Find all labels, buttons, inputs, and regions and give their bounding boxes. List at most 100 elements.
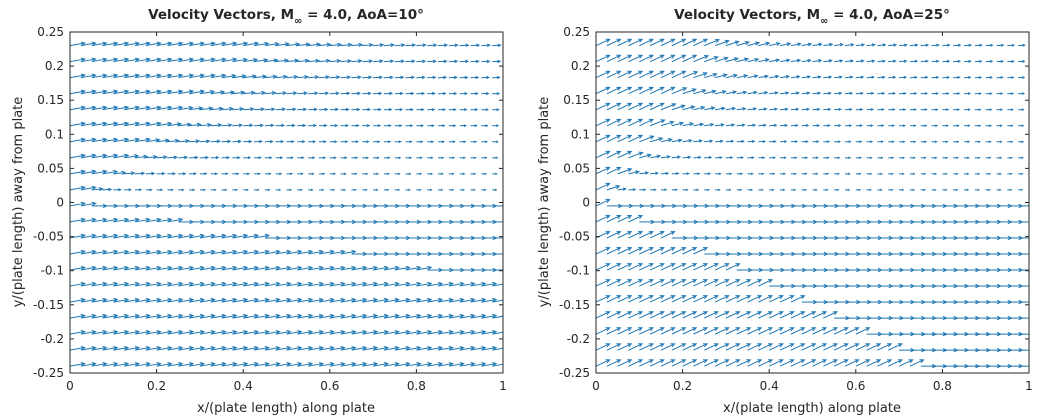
velocity-arrow	[416, 265, 433, 271]
velocity-arrow	[124, 171, 136, 176]
velocity-arrow	[80, 329, 97, 335]
velocity-arrow	[606, 184, 621, 191]
velocity-arrow	[617, 102, 633, 111]
velocity-arrow	[974, 76, 983, 79]
velocity-arrow	[448, 75, 458, 80]
velocity-arrow	[264, 90, 277, 96]
velocity-arrow	[178, 265, 195, 271]
velocity-arrow	[351, 313, 368, 319]
velocity-arrow	[91, 169, 108, 175]
velocity-arrow	[145, 41, 162, 47]
velocity-arrow	[91, 89, 108, 95]
velocity-arrow	[232, 123, 244, 128]
velocity-arrow	[91, 73, 108, 79]
velocity-arrow	[974, 43, 983, 47]
velocity-arrow	[931, 92, 939, 95]
velocity-arrow	[308, 281, 325, 287]
velocity-arrow	[70, 249, 86, 255]
velocity-arrow	[448, 59, 459, 64]
velocity-arrow	[920, 156, 927, 159]
velocity-arrow	[758, 295, 774, 303]
velocity-arrow	[758, 58, 770, 63]
velocity-arrow	[124, 137, 141, 143]
velocity-arrow	[340, 313, 357, 319]
velocity-arrow	[704, 89, 717, 95]
velocity-arrow	[275, 172, 283, 176]
velocity-arrow	[1018, 43, 1026, 47]
velocity-arrow	[909, 75, 918, 79]
velocity-arrow	[931, 75, 940, 79]
velocity-arrow	[769, 172, 776, 176]
velocity-arrow	[628, 188, 637, 192]
velocity-arrow	[660, 137, 673, 143]
velocity-arrow	[639, 295, 654, 303]
velocity-arrow	[210, 155, 220, 160]
velocity-arrow	[1029, 316, 1044, 319]
velocity-arrow	[318, 265, 335, 271]
velocity-arrow	[779, 107, 789, 111]
velocity-arrow	[617, 150, 633, 159]
velocity-arrow	[318, 313, 335, 319]
velocity-arrow	[416, 156, 423, 160]
velocity-arrow	[736, 90, 748, 95]
velocity-arrow	[351, 188, 357, 191]
velocity-arrow	[416, 345, 433, 351]
velocity-arrow	[502, 365, 503, 367]
velocity-arrow	[275, 249, 292, 255]
velocity-arrow	[232, 313, 249, 319]
velocity-arrow	[91, 313, 108, 319]
velocity-arrow	[953, 188, 959, 191]
velocity-arrow	[812, 156, 819, 159]
velocity-arrow	[671, 263, 687, 271]
velocity-arrow	[416, 297, 433, 303]
velocity-arrow	[134, 154, 149, 159]
y-tick-label: 0.2	[571, 59, 590, 73]
velocity-arrow	[438, 140, 445, 144]
velocity-arrow	[725, 156, 734, 160]
velocity-arrow	[459, 92, 469, 96]
velocity-arrow	[736, 74, 749, 79]
velocity-arrow	[113, 121, 130, 127]
velocity-arrow	[671, 54, 687, 63]
velocity-arrow	[362, 329, 379, 335]
velocity-arrow	[628, 134, 644, 143]
velocity-arrow	[70, 105, 86, 111]
velocity-arrow	[178, 329, 195, 335]
velocity-arrow	[920, 188, 926, 191]
velocity-arrow	[134, 313, 151, 319]
velocity-arrow	[318, 281, 335, 287]
left-x-axis-label: x/(plate length) along plate	[197, 401, 375, 416]
velocity-arrow	[351, 107, 361, 112]
velocity-arrow	[470, 108, 479, 112]
velocity-arrow	[102, 89, 119, 95]
velocity-arrow	[329, 281, 346, 287]
velocity-arrow	[318, 58, 331, 64]
velocity-arrow	[70, 265, 86, 271]
velocity-arrow	[394, 91, 404, 96]
velocity-arrow	[931, 140, 938, 143]
velocity-arrow	[974, 59, 983, 63]
velocity-arrow	[974, 156, 981, 159]
velocity-arrow	[189, 139, 201, 144]
velocity-arrow	[124, 89, 141, 95]
velocity-arrow	[405, 91, 415, 96]
velocity-arrow	[503, 220, 518, 223]
velocity-arrow	[286, 249, 303, 255]
velocity-arrow	[351, 140, 360, 144]
velocity-arrow	[725, 73, 738, 79]
velocity-arrow	[264, 329, 281, 335]
velocity-arrow	[394, 140, 402, 144]
velocity-arrow	[264, 265, 281, 271]
velocity-arrow	[649, 311, 665, 319]
velocity-arrow	[639, 247, 654, 255]
velocity-arrow	[329, 172, 337, 176]
velocity-arrow	[628, 38, 644, 47]
velocity-arrow	[351, 42, 364, 48]
velocity-arrow	[660, 70, 676, 79]
velocity-arrow	[253, 329, 270, 335]
velocity-arrow	[459, 43, 470, 48]
velocity-arrow	[373, 362, 390, 367]
velocity-arrow	[297, 107, 308, 112]
velocity-arrow	[1007, 140, 1014, 143]
velocity-arrow	[736, 172, 744, 176]
